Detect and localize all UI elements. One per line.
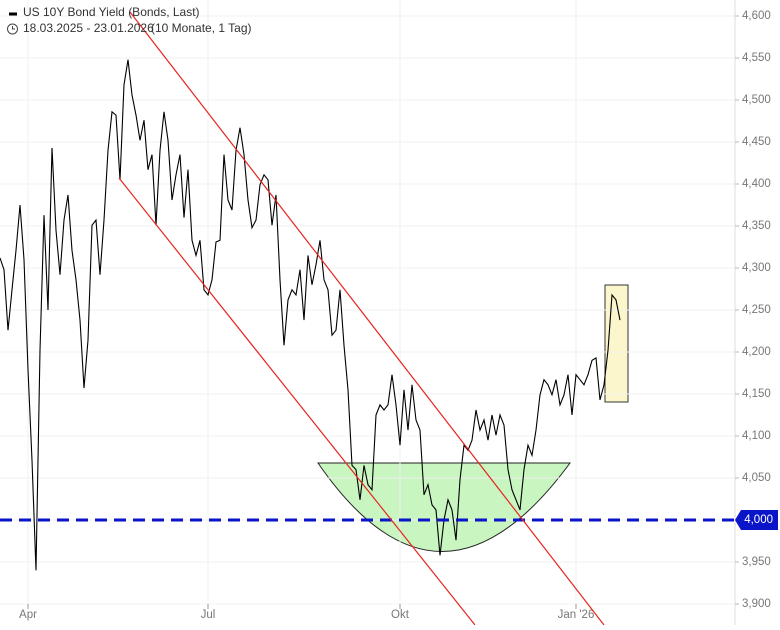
price-line: [0, 59, 621, 571]
clock-hands: [12, 26, 15, 30]
y-tick-label: 4,300: [742, 262, 771, 274]
y-tick-label: 4,050: [742, 472, 771, 484]
y-tick-label: 4,150: [742, 388, 771, 400]
channel-line: [129, 11, 605, 626]
annotations: [317, 284, 629, 552]
channel-line: [118, 177, 476, 626]
x-tick-label: Apr: [19, 609, 37, 621]
y-tick-label: 4,350: [742, 220, 771, 232]
y-tick-label: 4,500: [742, 94, 771, 106]
y-tick-label: 4,400: [742, 178, 771, 190]
y-tick-label: 4,600: [742, 10, 771, 22]
level-badge: [735, 510, 778, 530]
y-tick-label: 4,450: [742, 136, 771, 148]
x-tick-label: Jan '26: [558, 609, 595, 621]
clock-icon: [7, 23, 18, 35]
period: (10 Monate, 1 Tag): [151, 21, 252, 35]
level-label: 4,000: [744, 514, 773, 526]
x-tick-label: Jul: [201, 609, 216, 621]
trend-channel: [118, 11, 605, 626]
y-tick-label: 4,200: [742, 346, 771, 358]
y-tick-label: 3,950: [742, 556, 771, 568]
plot: 4,000: [0, 59, 778, 571]
chart-title: US 10Y Bond Yield (Bonds, Last): [23, 5, 200, 19]
y-tick-label: 4,100: [742, 430, 771, 442]
subtitle: 18.03.2025 - 23.01.2026: [23, 21, 154, 35]
y-tick-label: 4,250: [742, 304, 771, 316]
x-tick-label: Okt: [391, 609, 410, 621]
y-tick-label: 3,900: [742, 598, 771, 610]
y-tick-label: 4,550: [742, 52, 771, 64]
bowl-shape: [317, 462, 571, 552]
